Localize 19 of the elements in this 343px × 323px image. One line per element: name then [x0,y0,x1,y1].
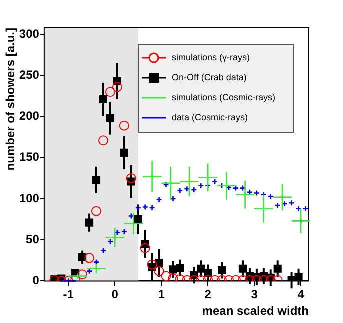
x-tick-label: -1 [63,288,74,302]
x-tick-label: 3 [251,288,258,302]
legend-label: data (Cosmic-rays) [172,112,248,122]
y-tick-label: 200 [19,109,40,124]
y-tick-label: 250 [19,68,40,82]
legend-label: simulations (γ-rays) [172,52,250,62]
x-tick-label: 2 [204,288,212,302]
y-axis-title: number of showers [a.u.] [4,28,18,171]
x-tick-label: 1 [158,288,166,302]
y-tick-label: 300 [19,26,40,41]
y-tick-label: 100 [19,191,40,206]
y-tick-label: 50 [26,232,40,246]
x-tick-label: 0 [112,288,119,302]
y-tick-label: 0 [32,274,40,288]
y-tick-label: 150 [19,150,40,164]
legend-label: simulations (Cosmic-rays) [172,92,276,102]
x-tick-label: 4 [298,288,305,302]
x-axis-title: mean scaled width [202,304,309,318]
legend-label: On-Off (Crab data) [172,72,247,82]
